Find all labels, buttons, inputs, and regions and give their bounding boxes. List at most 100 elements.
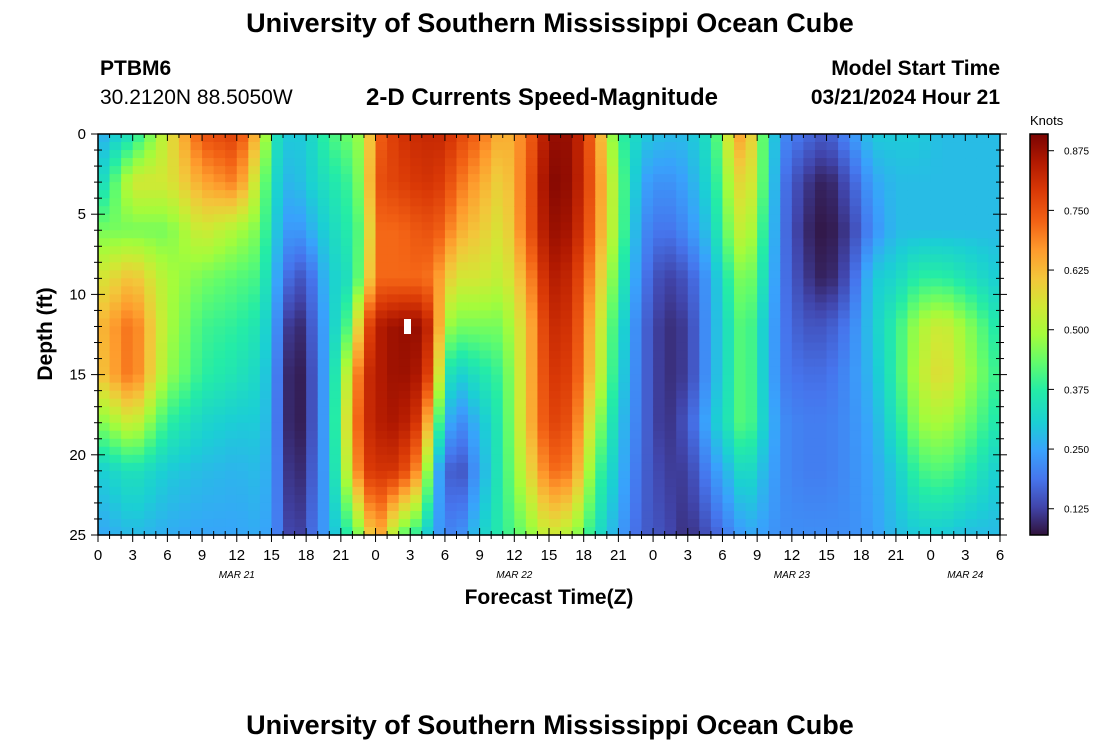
heatmap-cell <box>560 150 573 159</box>
heatmap-cell <box>98 486 111 496</box>
heatmap-cell <box>861 342 874 352</box>
heatmap-cell <box>98 390 111 400</box>
heatmap-cell <box>976 270 990 279</box>
heatmap-cell <box>248 238 261 247</box>
heatmap-cell <box>942 470 955 480</box>
heatmap-cell <box>271 150 284 159</box>
heatmap-cell <box>236 278 249 287</box>
heatmap-cell <box>248 486 261 496</box>
heatmap-cell <box>433 518 446 528</box>
heatmap-cell <box>664 430 677 440</box>
heatmap-cell <box>641 454 654 464</box>
heatmap-cell <box>861 382 874 392</box>
heatmap-cell <box>213 478 226 488</box>
colorbar-tick-label: 0.250 <box>1064 445 1089 456</box>
heatmap-cell <box>329 334 342 344</box>
heatmap-cell <box>629 446 643 456</box>
heatmap-cell <box>363 182 377 191</box>
heatmap-cell <box>849 398 862 408</box>
heatmap-cell <box>225 294 238 304</box>
heatmap-cell <box>745 238 758 247</box>
heatmap-cell <box>144 398 157 408</box>
heatmap-cell <box>190 494 203 504</box>
heatmap-cell <box>641 342 654 352</box>
heatmap-cell <box>849 222 862 231</box>
heatmap-cell <box>838 318 851 328</box>
heatmap-cell <box>872 342 885 352</box>
heatmap-cell <box>236 294 249 304</box>
heatmap-cell <box>791 246 805 255</box>
heatmap-cell <box>132 462 145 472</box>
heatmap-cell <box>791 158 805 167</box>
heatmap-cell <box>942 254 955 263</box>
heatmap-cell <box>502 310 515 320</box>
heatmap-cell <box>976 166 990 175</box>
heatmap-cell <box>294 342 307 352</box>
heatmap-cell <box>988 158 1001 167</box>
heatmap-cell <box>155 270 168 279</box>
heatmap-cell <box>236 518 249 528</box>
heatmap-cell <box>572 518 585 528</box>
heatmap-cell <box>976 246 990 255</box>
heatmap-cell <box>641 254 654 263</box>
heatmap-cell <box>826 446 839 456</box>
heatmap-cell <box>549 486 562 496</box>
heatmap-cell <box>121 190 134 199</box>
heatmap-cell <box>629 214 643 223</box>
heatmap-cell <box>456 294 469 304</box>
heatmap-cell <box>710 374 724 384</box>
heatmap-cell <box>942 182 955 191</box>
heatmap-cell <box>699 366 712 376</box>
heatmap-cell <box>768 510 781 520</box>
heatmap-cell <box>907 174 920 183</box>
heatmap-cell <box>745 406 758 416</box>
heatmap-cell <box>363 422 377 432</box>
heatmap-cell <box>919 190 932 199</box>
heatmap-cell <box>259 374 273 384</box>
heatmap-cell <box>953 454 966 464</box>
heatmap-cell <box>710 422 724 432</box>
heatmap-cell <box>502 326 515 336</box>
heatmap-cell <box>155 174 168 183</box>
heatmap-cell <box>976 198 990 207</box>
heatmap-cell <box>363 246 377 255</box>
heatmap-cell <box>953 526 966 536</box>
heatmap-cell <box>872 214 885 223</box>
heatmap-cell <box>248 270 261 279</box>
heatmap-cell <box>502 222 515 231</box>
heatmap-cell <box>410 134 423 143</box>
heatmap-cell <box>144 510 157 520</box>
heatmap-cell <box>387 142 400 151</box>
heatmap-cell <box>757 318 770 328</box>
heatmap-cell <box>271 382 284 392</box>
heatmap-cell <box>259 398 273 408</box>
heatmap-cell <box>884 382 897 392</box>
heatmap-cell <box>109 462 122 472</box>
colorbar <box>1029 133 1049 536</box>
heatmap-cell <box>213 358 226 368</box>
heatmap-cell <box>780 342 793 352</box>
heatmap-cell <box>236 174 249 183</box>
heatmap-cell <box>618 158 631 167</box>
heatmap-cell <box>560 190 573 199</box>
heatmap-cell <box>618 222 631 231</box>
heatmap-cell <box>757 262 770 271</box>
heatmap-cell <box>410 478 423 488</box>
heatmap-cell <box>826 382 839 392</box>
heatmap-cell <box>826 190 839 199</box>
heatmap-cell <box>884 254 897 263</box>
heatmap-cell <box>861 326 874 336</box>
y-tick-label: 10 <box>69 286 86 303</box>
heatmap-cell <box>861 422 874 432</box>
heatmap-cell <box>988 190 1001 199</box>
heatmap-cell <box>537 430 550 440</box>
heatmap-cell <box>317 470 330 480</box>
heatmap-cell <box>826 422 839 432</box>
heatmap-cell <box>340 462 354 472</box>
heatmap-cell <box>861 334 874 344</box>
heatmap-cell <box>398 334 411 344</box>
heatmap-cell <box>629 430 643 440</box>
heatmap-cell <box>363 374 377 384</box>
heatmap-cell <box>283 134 296 143</box>
heatmap-cell <box>155 254 168 263</box>
